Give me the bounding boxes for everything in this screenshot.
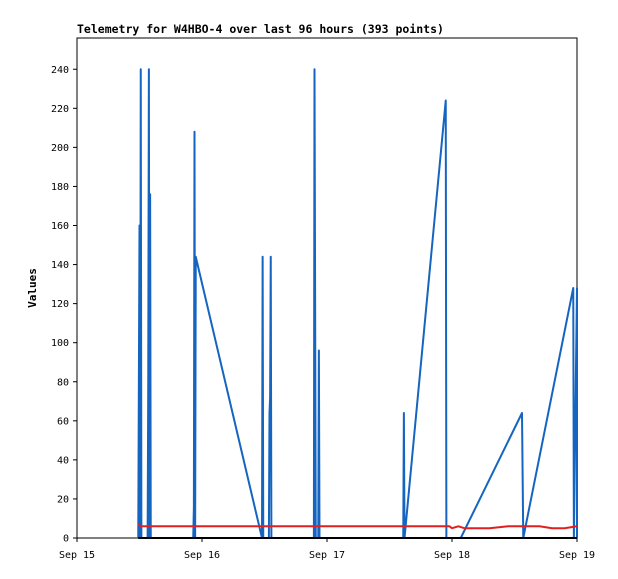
y-tick-label: 80 <box>57 377 69 388</box>
y-tick-label: 100 <box>51 338 69 349</box>
y-tick-label: 20 <box>57 494 69 505</box>
y-axis: 0 20 40 60 80 100 120 140 160 180 200 220 240 <box>51 65 77 545</box>
y-tick-label: 220 <box>51 104 69 115</box>
y-tick-label: 200 <box>51 143 69 154</box>
x-tick-label: Sep 18 <box>434 550 470 561</box>
series-layer <box>137 68 578 539</box>
x-tick-label: Sep 16 <box>184 550 220 561</box>
y-tick-label: 120 <box>51 299 69 310</box>
plot-frame <box>76 37 578 539</box>
y-tick-label: 40 <box>57 455 69 466</box>
y-tick-label: 240 <box>51 65 69 76</box>
series-line-2 <box>137 523 578 530</box>
y-tick-label: 0 <box>63 534 69 545</box>
y-tick-label: 140 <box>51 260 69 271</box>
x-tick-label: Sep 19 <box>559 550 595 561</box>
x-axis: Sep 15 Sep 16 Sep 17 Sep 18 Sep 19 <box>59 538 595 561</box>
y-tick-label: 180 <box>51 182 69 193</box>
y-tick-label: 60 <box>57 416 69 427</box>
y-tick-label: 160 <box>51 221 69 232</box>
x-tick-label: Sep 17 <box>309 550 345 561</box>
y-axis-title: Values <box>26 268 39 308</box>
x-tick-label: Sep 15 <box>59 550 95 561</box>
chart-title: Telemetry for W4HBO-4 over last 96 hours… <box>77 22 444 36</box>
series-line-1 <box>137 68 578 539</box>
